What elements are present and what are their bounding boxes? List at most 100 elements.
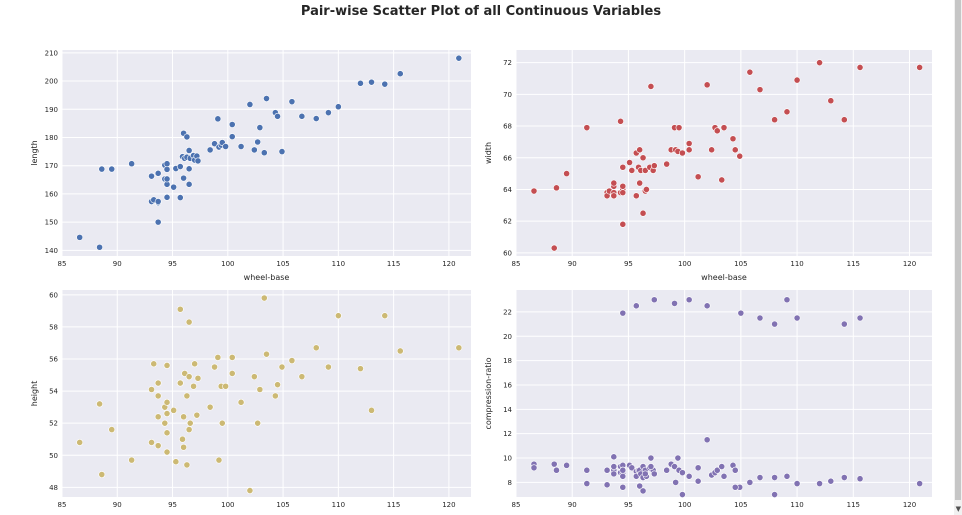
x-tick-label: 90 [568,260,577,268]
data-point [793,76,801,84]
y-tick-label: 150 [45,219,58,227]
data-point [737,309,745,317]
y-axis-label: compression-ratio [484,357,493,429]
x-tick-label: 120 [442,260,455,268]
x-tick-label: 85 [58,501,67,509]
y-tick-label: 54 [49,388,58,396]
data-point [550,244,558,252]
y-tick-label: 10 [503,455,512,463]
data-point [530,464,538,472]
data-point [694,173,702,181]
data-point [856,475,864,483]
data-point [639,154,647,162]
data-point [76,233,84,241]
data-point [628,464,636,472]
x-tick-label: 90 [113,260,122,268]
x-tick-label: 120 [442,501,455,509]
data-point [641,470,649,478]
x-tick-label: 120 [903,501,916,509]
x-tick-label: 105 [276,260,289,268]
data-point [628,167,636,174]
data-point [163,193,171,201]
data-point [610,463,618,470]
data-point [263,350,270,358]
data-point [179,435,186,443]
data-point [150,360,158,368]
data-point [619,483,627,491]
data-point [679,149,686,157]
x-tick-label: 90 [568,501,577,509]
data-point [583,124,591,132]
data-point [619,472,627,480]
scrollbar-thumb[interactable] [955,0,961,500]
data-point [694,464,702,472]
data-point [237,143,245,150]
data-point [396,347,404,355]
data-point [288,98,296,106]
data-point [228,133,236,141]
y-tick-label: 200 [45,78,58,86]
data-point [298,112,306,120]
data-point [170,406,178,414]
data-point [827,97,835,105]
data-point [154,218,162,226]
data-point [731,146,739,154]
data-point [840,320,848,328]
data-point [840,474,848,481]
data-point [530,187,538,195]
data-point [194,157,202,165]
data-point [228,121,236,128]
scatter-panel-compression-ratio: 85 90 95 100 105 110 115 120 8 10 12 14 16 18 20 22 comp… [484,290,932,509]
x-tick-label: 85 [512,501,521,509]
x-tick-label: 110 [790,501,803,509]
data-point [663,160,671,168]
data-point [206,146,214,154]
data-point [746,478,754,486]
data-point [163,165,171,173]
data-point [685,296,693,304]
x-tick-label: 115 [387,501,400,509]
data-point [381,312,389,320]
data-point [214,353,222,361]
vertical-scrollbar[interactable]: ▼ [954,0,962,515]
data-point [357,79,364,87]
data-point [771,320,778,328]
data-point [720,472,728,480]
x-tick-label: 85 [58,260,67,268]
data-point [98,471,106,478]
data-point [246,487,254,494]
data-point [237,398,245,406]
data-point [185,318,193,326]
y-tick-label: 72 [503,59,512,67]
data-point [176,194,184,201]
data-point [916,480,924,488]
data-point [96,243,103,251]
x-tick-label: 100 [678,260,691,268]
data-point [96,400,103,408]
data-point [186,419,194,427]
data-point [643,186,650,193]
data-point [163,362,171,369]
data-point [636,146,644,154]
y-tick-label: 58 [49,323,58,331]
y-tick-label: 66 [503,154,512,162]
data-point [185,373,193,381]
data-point [455,344,463,352]
y-tick-label: 16 [503,381,512,389]
plot-area [516,50,932,256]
scroll-down-icon[interactable]: ▼ [955,505,961,513]
data-point [396,70,404,78]
data-point [185,426,193,434]
data-point [274,112,281,120]
data-point [256,386,264,393]
data-point [183,461,191,469]
data-point [783,296,791,304]
x-tick-label: 85 [512,260,521,268]
data-point [731,483,739,491]
data-point [108,165,116,173]
y-tick-label: 20 [503,333,512,341]
y-tick-label: 56 [49,356,58,364]
data-point [583,480,591,488]
data-point [756,314,764,322]
